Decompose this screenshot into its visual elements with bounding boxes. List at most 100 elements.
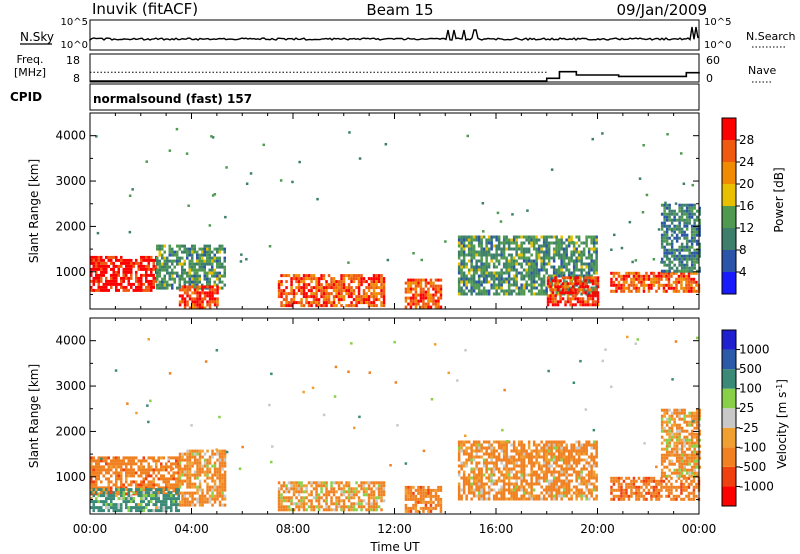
echo-cell (460, 259, 463, 263)
echo-cell (565, 443, 568, 447)
echo-cell (678, 462, 681, 466)
echo-cell (102, 285, 105, 289)
echo-cell (522, 268, 526, 272)
echo-cell (165, 509, 168, 513)
echo-cell (585, 449, 588, 453)
echo-cell (680, 218, 684, 222)
echo-cell (168, 283, 171, 287)
echo-cell (223, 455, 227, 459)
echo-cell (565, 458, 568, 462)
echo-cell (537, 455, 541, 459)
echo-cell (216, 485, 219, 489)
echo-cell (617, 286, 621, 290)
echo-cell (122, 497, 125, 501)
echo-cell (652, 485, 656, 489)
echo-cell (140, 503, 143, 507)
echo-cell (683, 224, 686, 228)
echo-cell (135, 483, 138, 487)
echo-cell (350, 496, 353, 500)
echo-cell (92, 480, 95, 484)
echo-cell (555, 446, 558, 450)
echo-cell (647, 491, 651, 495)
echo-cell (668, 203, 671, 207)
echo-cell (216, 291, 219, 295)
echo-cell (580, 271, 583, 275)
echo-cell (554, 279, 557, 283)
echo-cell (647, 286, 651, 290)
echo-cell (325, 481, 328, 485)
echo-cell (615, 488, 618, 492)
echo-cell (650, 283, 653, 287)
echo-cell (574, 276, 577, 280)
echo-cell (520, 235, 523, 239)
echo-cell (582, 262, 586, 266)
echo-cell (645, 491, 648, 495)
echo-cell (554, 285, 557, 289)
echo-cell (414, 284, 418, 288)
echo-cell (495, 250, 498, 254)
nsky-tick-top: 10^5 (61, 17, 88, 28)
echo-cell (320, 289, 323, 293)
echo-cell (655, 488, 658, 492)
echo-cell (665, 289, 668, 293)
echo-cell (482, 494, 486, 498)
echo-cell (510, 256, 513, 260)
echo-cell (457, 256, 461, 260)
echo-cell (213, 271, 216, 275)
echo-cell (135, 258, 138, 262)
echo-cell (465, 440, 468, 444)
y-tick-label: 4000 (55, 129, 86, 143)
echo-cell (574, 279, 577, 283)
echo-cell (530, 461, 533, 465)
echo-cell (208, 283, 211, 287)
scatter-echo (680, 152, 683, 155)
echo-cell (155, 474, 158, 478)
echo-cell (100, 459, 103, 463)
echo-cell (520, 467, 523, 471)
echo-cell (295, 502, 298, 506)
echo-cell (352, 487, 356, 491)
echo-cell (320, 292, 323, 296)
echo-cell (193, 503, 197, 507)
echo-cell (542, 479, 546, 483)
echo-cell (660, 203, 664, 207)
echo-cell (665, 453, 669, 457)
echo-cell (663, 459, 666, 463)
echo-cell (650, 497, 653, 501)
echo-cell (223, 449, 227, 453)
echo-cell (203, 247, 206, 251)
echo-cell (92, 503, 95, 507)
echo-cell (662, 485, 666, 489)
echo-cell (330, 484, 333, 488)
echo-cell (160, 503, 163, 507)
echo-cell (424, 494, 428, 498)
echo-cell (467, 247, 471, 251)
echo-cell (300, 304, 303, 308)
echo-cell (198, 262, 201, 266)
echo-cell (457, 253, 461, 257)
echo-cell (322, 481, 326, 485)
echo-cell (695, 260, 699, 264)
echo-cell (470, 238, 473, 242)
echo-cell (127, 488, 130, 492)
echo-cell (125, 261, 128, 265)
echo-cell (360, 487, 363, 491)
echo-cell (630, 479, 633, 483)
echo-cell (530, 235, 533, 239)
echo-cell (537, 479, 541, 483)
echo-cell (221, 262, 224, 266)
echo-cell (132, 491, 135, 495)
echo-cell (594, 300, 597, 304)
echo-cell (535, 268, 538, 272)
echo-cell (193, 482, 197, 486)
echo-cell (663, 474, 666, 478)
echo-cell (414, 494, 418, 498)
echo-cell (193, 449, 197, 453)
echo-cell (137, 465, 140, 469)
echo-cell (357, 490, 361, 494)
echo-cell (632, 482, 636, 486)
echo-cell (167, 480, 170, 484)
echo-cell (663, 411, 666, 415)
echo-cell (685, 242, 689, 246)
echo-cell (560, 449, 563, 453)
